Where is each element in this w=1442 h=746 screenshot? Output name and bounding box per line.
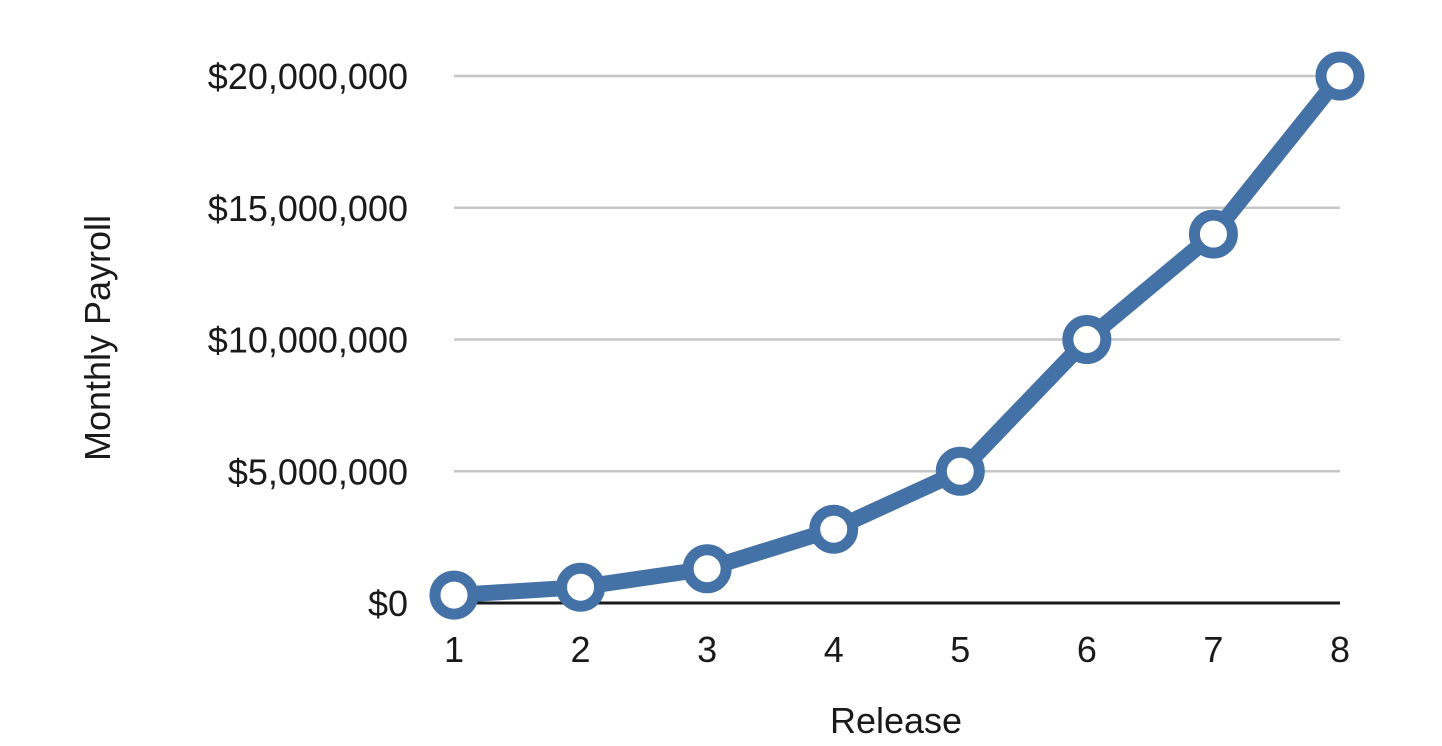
- y-axis-ticks: $0 $5,000,000 $10,000,000 $15,000,000 $20,00…: [208, 56, 408, 624]
- data-point: [1188, 209, 1238, 259]
- x-axis-title: Release: [830, 700, 962, 741]
- y-tick-label: $5,000,000: [228, 451, 408, 492]
- data-point: [1062, 315, 1112, 364]
- x-tick-label: 4: [824, 629, 844, 670]
- series-line: [446, 68, 1348, 604]
- x-tick-label: 8: [1330, 629, 1350, 670]
- series-layer: [429, 51, 1365, 620]
- x-tick-label: 3: [697, 629, 717, 670]
- y-axis-title: Monthly Payroll: [77, 215, 118, 461]
- x-tick-label: 7: [1203, 629, 1223, 670]
- y-tick-label: $15,000,000: [208, 188, 408, 229]
- data-point: [935, 446, 985, 496]
- x-tick-label: 6: [1077, 629, 1097, 670]
- y-tick-label: $0: [368, 583, 408, 624]
- x-tick-label: 2: [571, 629, 591, 670]
- y-tick-label: $10,000,000: [208, 320, 408, 361]
- data-point: [556, 562, 606, 612]
- x-axis-ticks: 1 2 3 4 5 6 7 8: [444, 629, 1350, 670]
- data-point: [809, 504, 859, 554]
- x-tick-label: 5: [950, 629, 970, 670]
- y-tick-label: $20,000,000: [208, 56, 408, 97]
- data-point: [429, 570, 479, 620]
- gridlines: [454, 74, 1340, 605]
- data-point: [1315, 51, 1365, 101]
- data-point: [682, 544, 732, 594]
- x-tick-label: 1: [444, 629, 464, 670]
